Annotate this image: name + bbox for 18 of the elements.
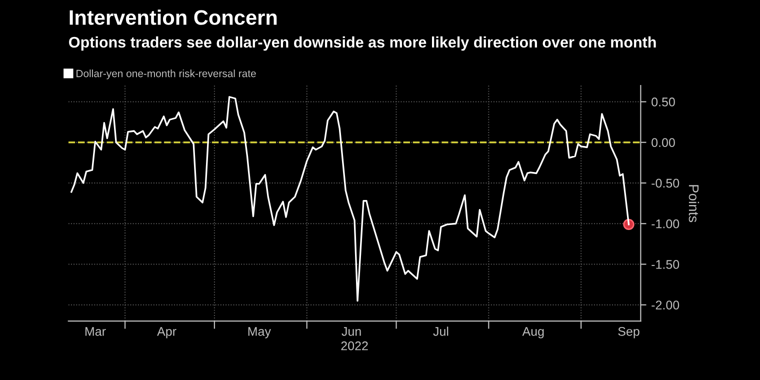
y-tick-label: 0.00: [652, 138, 675, 148]
x-tick-label: Jul: [433, 326, 448, 336]
y-tick-label: -1.00: [652, 219, 680, 228]
chart-subtitle: Options traders see dollar-yen downside as more likely direction over one month: [69, 36, 656, 51]
y-tick-label: -2.00: [652, 300, 680, 310]
y-tick-label: -1.50: [652, 260, 680, 269]
y-axis-title: Points: [688, 185, 700, 222]
y-tick-label: -0.50: [652, 178, 680, 188]
x-tick-label: Mar: [85, 327, 106, 336]
chart-title: Intervention Concern: [70, 10, 277, 25]
legend-label: Dollar-yen one-month risk-reversal rate: [76, 70, 256, 80]
x-tick-label: Aug: [522, 327, 544, 338]
x-tick-label: May: [248, 327, 271, 338]
x-tick-label: Sep: [618, 326, 640, 338]
x-tick-label: Jun: [342, 327, 361, 336]
y-tick-label: 0.50: [652, 98, 675, 106]
x-tick-label: Apr: [157, 327, 176, 338]
x-axis-title: 2022: [341, 341, 368, 350]
